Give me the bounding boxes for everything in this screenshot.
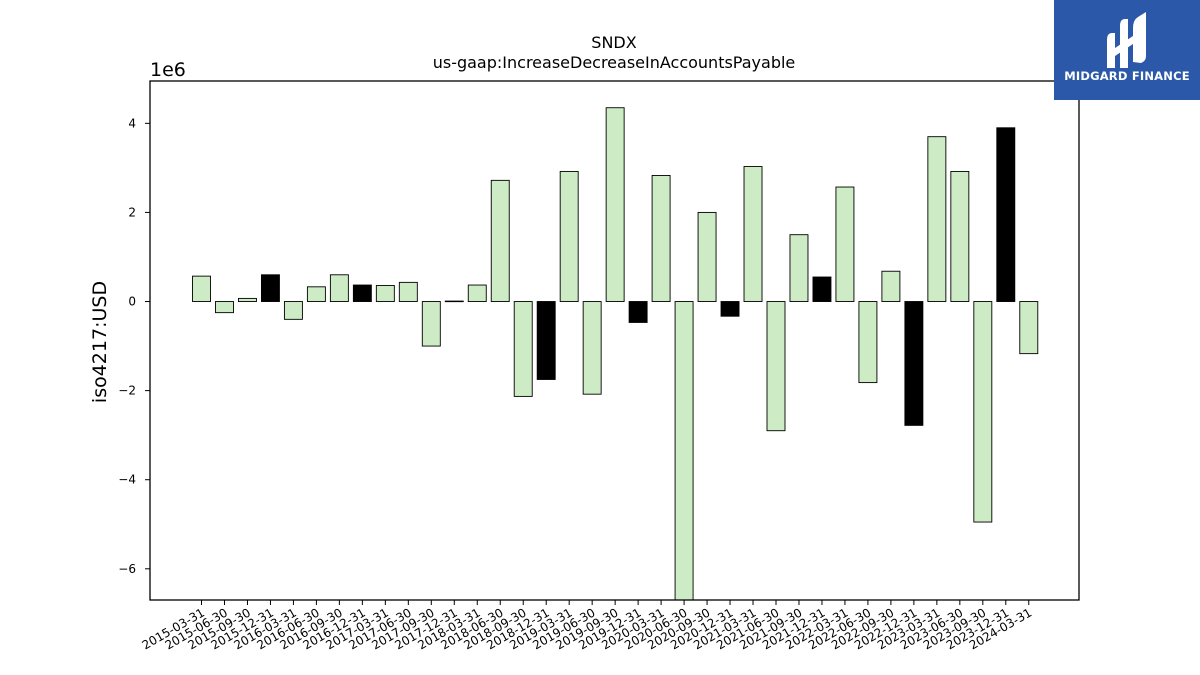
bar-2019-09-30 xyxy=(605,107,625,302)
bar-2017-06-30 xyxy=(398,281,418,302)
y-axis-label: iso4217:USD xyxy=(89,281,111,403)
bar-2015-06-30 xyxy=(215,301,234,314)
bar-2023-03-31 xyxy=(927,136,947,302)
bar-2021-06-30 xyxy=(766,301,786,432)
bar-2023-09-30 xyxy=(973,301,993,523)
bar-2021-03-31 xyxy=(743,166,763,302)
bar-2015-09-30 xyxy=(238,297,257,302)
y-tick-label: −2 xyxy=(118,384,136,398)
bar-2015-03-31 xyxy=(192,275,211,302)
bar-2019-12-31 xyxy=(628,301,648,323)
y-tick-label: 4 xyxy=(128,116,136,130)
bar-2020-06-30 xyxy=(674,301,694,601)
bar-2016-03-31 xyxy=(283,301,303,320)
bar-2016-12-31 xyxy=(352,284,372,302)
bar-series xyxy=(192,107,1039,601)
plot-frame xyxy=(149,80,1080,601)
bar-2017-09-30 xyxy=(421,301,441,347)
y-tick-label: 0 xyxy=(128,295,136,309)
bar-2020-09-30 xyxy=(697,211,717,302)
bar-2019-03-31 xyxy=(559,170,579,302)
x-axis-ticks: 2015-03-312015-06-302015-09-302015-12-31… xyxy=(140,600,1034,652)
bar-2015-12-31 xyxy=(260,274,280,302)
bar-2023-06-30 xyxy=(950,170,970,302)
bar-2022-09-30 xyxy=(881,270,901,302)
bar-2024-03-31 xyxy=(1019,301,1039,355)
bar-2021-09-30 xyxy=(789,234,809,302)
bar-2018-06-30 xyxy=(490,179,510,302)
bar-2017-12-31 xyxy=(444,300,464,303)
bar-2016-06-30 xyxy=(306,286,326,302)
brand-name: MIDGARD FINANCE xyxy=(1064,69,1190,83)
bar-2016-09-30 xyxy=(329,274,349,302)
y-axis-ticks: −6 −4 −2 0 2 4 xyxy=(118,116,150,576)
bar-2019-06-30 xyxy=(582,301,602,395)
y-scale-label: 1e6 xyxy=(150,59,186,81)
bar-2022-12-31 xyxy=(904,301,924,426)
brand-logo: MIDGARD FINANCE xyxy=(1054,0,1200,100)
bar-2018-03-31 xyxy=(467,284,487,302)
bar-2017-03-31 xyxy=(375,285,395,302)
bar-2020-03-31 xyxy=(651,174,671,302)
bar-2020-12-31 xyxy=(720,301,740,317)
logo-mark-icon xyxy=(1107,12,1146,68)
chart-subtitle: us-gaap:IncreaseDecreaseInAccountsPayabl… xyxy=(433,53,796,72)
y-tick-label: −4 xyxy=(118,473,136,487)
y-tick-label: −6 xyxy=(118,562,136,576)
bar-2023-12-31 xyxy=(996,127,1016,302)
bar-2018-09-30 xyxy=(513,301,533,397)
bar-2021-12-31 xyxy=(812,276,832,302)
bar-2022-03-31 xyxy=(835,186,855,302)
bar-2018-12-31 xyxy=(536,301,556,380)
y-tick-label: 2 xyxy=(128,205,136,219)
chart-title: SNDX xyxy=(591,33,636,52)
bar-2022-06-30 xyxy=(858,301,878,384)
